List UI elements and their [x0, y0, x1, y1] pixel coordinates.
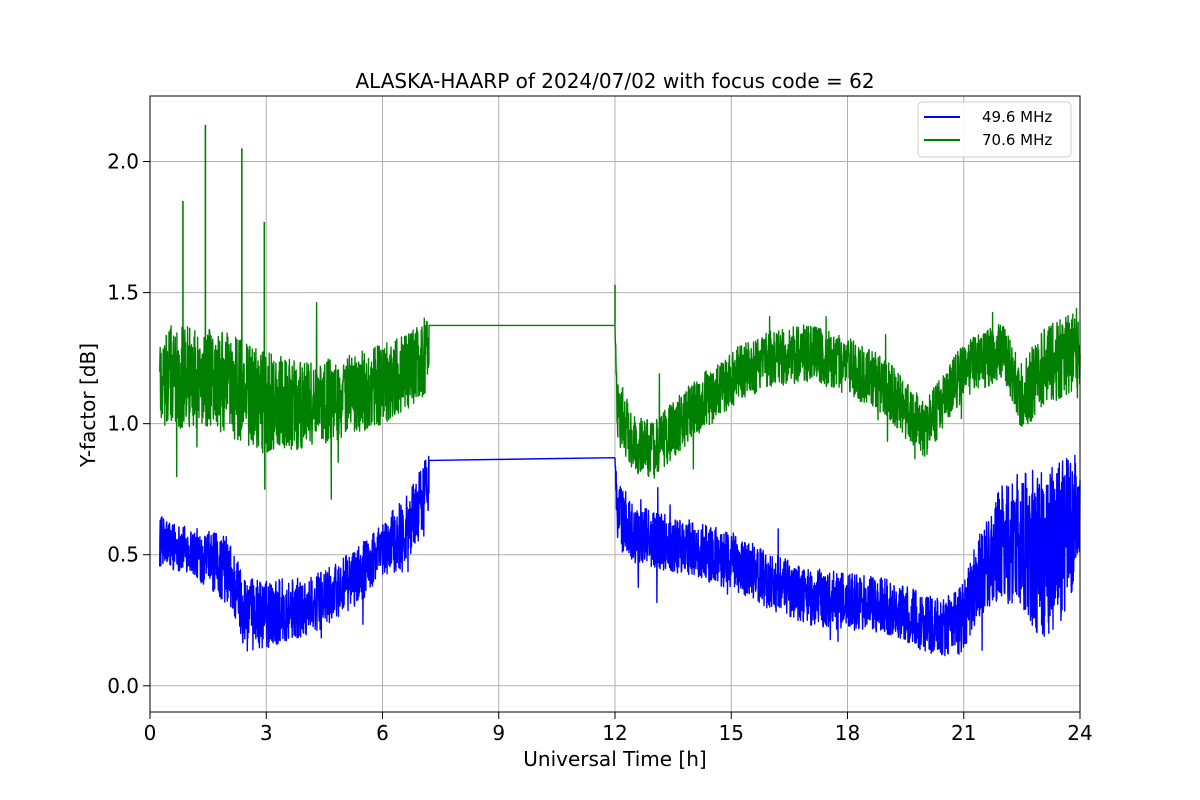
x-tick-label: 24	[1067, 721, 1092, 745]
y-axis: 0.0 0.5 1.0 1.5 2.0	[107, 150, 150, 698]
chart-title: ALASKA-HAARP of 2024/07/02 with focus co…	[355, 69, 874, 93]
y-tick-label: 0.0	[107, 674, 139, 698]
series-line-70-6	[159, 302, 1081, 500]
plot-area	[159, 124, 1081, 657]
legend: 49.6 MHz 70.6 MHz	[917, 101, 1072, 158]
series-line-49-6	[159, 454, 1081, 657]
y-tick-label: 1.5	[107, 281, 139, 305]
legend-box	[917, 101, 1072, 158]
x-tick-label: 12	[602, 721, 627, 745]
x-axis-label: Universal Time [h]	[523, 747, 706, 771]
x-tick-label: 15	[719, 721, 744, 745]
x-tick-label: 21	[951, 721, 976, 745]
legend-label-49-6: 49.6 MHz	[982, 108, 1052, 126]
x-axis: 0 3 6 9 12 15 18 21 24	[144, 712, 1093, 745]
x-tick-label: 18	[835, 721, 860, 745]
y-axis-label: Y-factor [dB]	[76, 343, 100, 468]
x-tick-label: 3	[260, 721, 273, 745]
y-tick-label: 0.5	[107, 543, 139, 567]
y-tick-label: 1.0	[107, 412, 139, 436]
x-tick-label: 9	[492, 721, 505, 745]
y-tick-label: 2.0	[107, 150, 139, 174]
legend-label-70-6: 70.6 MHz	[982, 131, 1052, 149]
x-tick-label: 0	[144, 721, 157, 745]
x-tick-label: 6	[376, 721, 389, 745]
